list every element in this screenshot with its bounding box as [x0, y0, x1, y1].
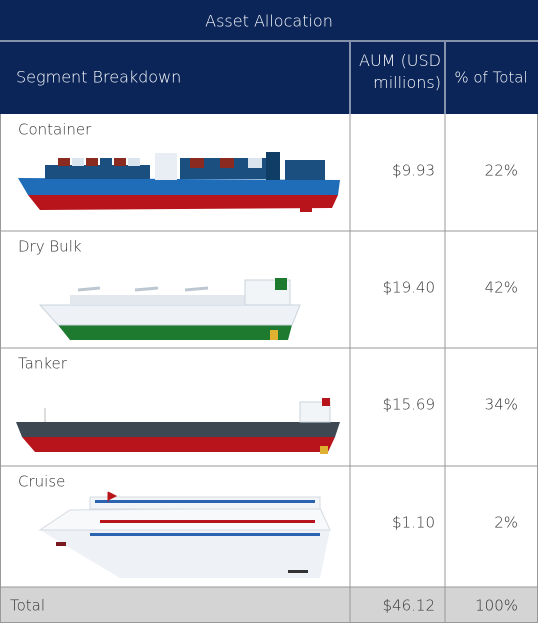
segment-name: Container: [18, 121, 92, 139]
total-percent: 100%: [475, 597, 518, 615]
segment-name: Cruise: [18, 473, 65, 491]
column-header: Segment Breakdown: [16, 68, 181, 87]
tanker-ship: [16, 398, 340, 454]
aum-value: $9.93: [392, 162, 435, 180]
aum-value: $15.69: [383, 396, 436, 414]
total-aum: $46.12: [383, 597, 436, 615]
grid: [0, 114, 538, 623]
segment-name: Tanker: [18, 355, 68, 373]
total-bg: [0, 587, 538, 623]
column-header-box: AUM (USD millions): [359, 51, 441, 92]
column-header: AUM (USD millions): [359, 51, 441, 92]
percent-value: 42%: [485, 279, 518, 297]
segment-name: Dry Bulk: [18, 238, 82, 256]
cruise-ship: [38, 491, 331, 578]
total-label: Total: [10, 597, 45, 615]
title: Asset Allocation: [205, 12, 333, 31]
header-bg: [0, 0, 538, 114]
aum-value: $1.10: [392, 514, 435, 532]
container-ship: [18, 152, 340, 212]
percent-value: 22%: [485, 162, 518, 180]
column-header: % of Total: [454, 69, 527, 87]
aum-value: $19.40: [383, 279, 436, 297]
percent-value: 2%: [494, 514, 518, 532]
rows: Container $9.93 22% Dry Bulk $19.40 42% Tanker…: [10, 121, 518, 615]
dry-bulk-ship: [38, 278, 301, 340]
percent-value: 34%: [485, 396, 518, 414]
